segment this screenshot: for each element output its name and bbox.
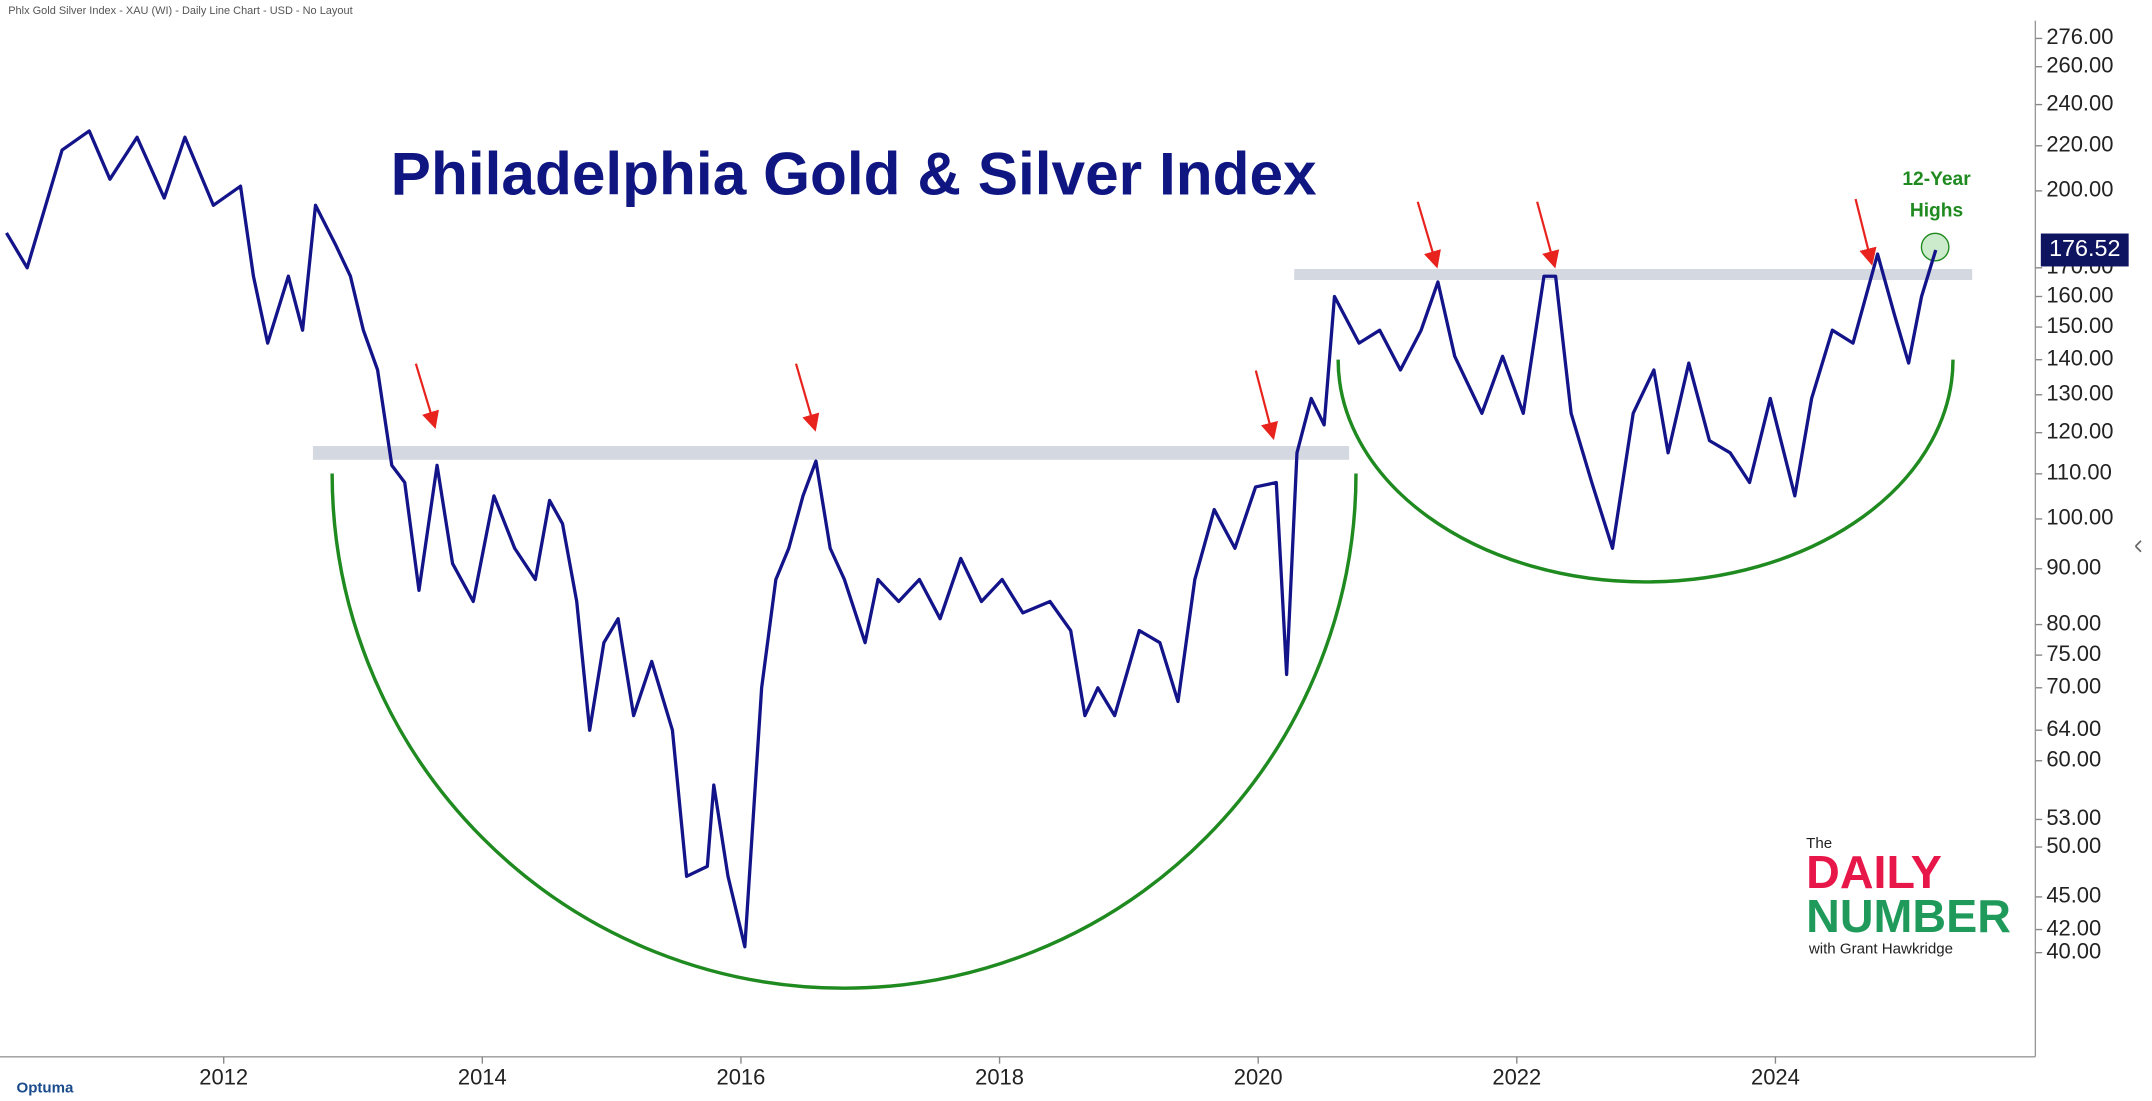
red-arrow: [1254, 370, 1278, 441]
x-tick-label: 2020: [1234, 1065, 1283, 1090]
logo-text: with Grant Hawkridge: [1808, 941, 1953, 958]
chart-title: Philadelphia Gold & Silver Index: [391, 139, 1317, 207]
y-tick-label: 220.00: [2046, 132, 2113, 157]
red-arrow: [414, 363, 439, 430]
price-line: [5, 129, 1938, 949]
y-tick-label: 40.00: [2046, 938, 2101, 963]
y-tick-label: 60.00: [2046, 747, 2101, 772]
y-tick-label: 80.00: [2046, 610, 2101, 635]
y-tick-label: 120.00: [2046, 418, 2113, 443]
x-tick-label: 2014: [458, 1065, 507, 1090]
x-tick-label: 2024: [1751, 1065, 1800, 1090]
last-price-box: [2040, 233, 2129, 267]
y-tick-label: 45.00: [2046, 883, 2101, 908]
y-tick-label: 64.00: [2046, 716, 2101, 741]
logo-text: DAILY: [1806, 846, 1942, 898]
y-tick-label: 53.00: [2046, 805, 2101, 830]
logo-text: The: [1806, 835, 1832, 852]
x-tick-label: 2016: [717, 1065, 766, 1090]
red-arrow: [1416, 201, 1441, 269]
highlight-circle: [1920, 232, 1950, 262]
logo-text: NUMBER: [1806, 890, 2011, 942]
cup-arc: [1336, 359, 1955, 584]
annotation: 12-Year: [1902, 169, 1971, 190]
arrows: [414, 198, 1877, 441]
x-tick-label: 2022: [1492, 1065, 1541, 1090]
y-tick-label: 75.00: [2046, 641, 2101, 666]
x-tick-label: 2012: [199, 1065, 248, 1090]
y-tick-label: 150.00: [2046, 313, 2113, 338]
y-tick-label: 90.00: [2046, 555, 2101, 580]
y-tick-label: 260.00: [2046, 52, 2113, 77]
resistance-band: [312, 446, 1350, 460]
y-tick-label: 110.00: [2046, 460, 2111, 485]
y-tick-label: 160.00: [2046, 282, 2113, 307]
y-tick-label: 130.00: [2046, 381, 2113, 406]
y-tick-label: 140.00: [2046, 345, 2113, 370]
y-tick-label: 50.00: [2046, 833, 2101, 858]
last-price-label: 176.52: [2049, 235, 2120, 261]
chart-header: Phlx Gold Silver Index - XAU (WI) - Dail…: [8, 5, 352, 17]
resistance-band: [1294, 269, 1973, 280]
y-tick-label: 276.00: [2046, 24, 2113, 49]
red-arrow: [1854, 198, 1877, 266]
cup-arc: [330, 473, 1358, 990]
panel-toggle[interactable]: [2134, 540, 2142, 553]
y-tick-label: 100.00: [2046, 505, 2113, 530]
red-arrow: [794, 363, 820, 432]
y-tick-label: 70.00: [2046, 674, 2101, 699]
y-tick-label: 240.00: [2046, 90, 2113, 115]
y-tick-label: 200.00: [2046, 177, 2113, 202]
red-arrow: [1536, 201, 1560, 269]
annotation: Highs: [1910, 200, 1963, 221]
brand: Optuma: [16, 1079, 74, 1096]
x-tick-label: 2018: [975, 1065, 1024, 1090]
y-tick-label: 42.00: [2046, 915, 2101, 940]
